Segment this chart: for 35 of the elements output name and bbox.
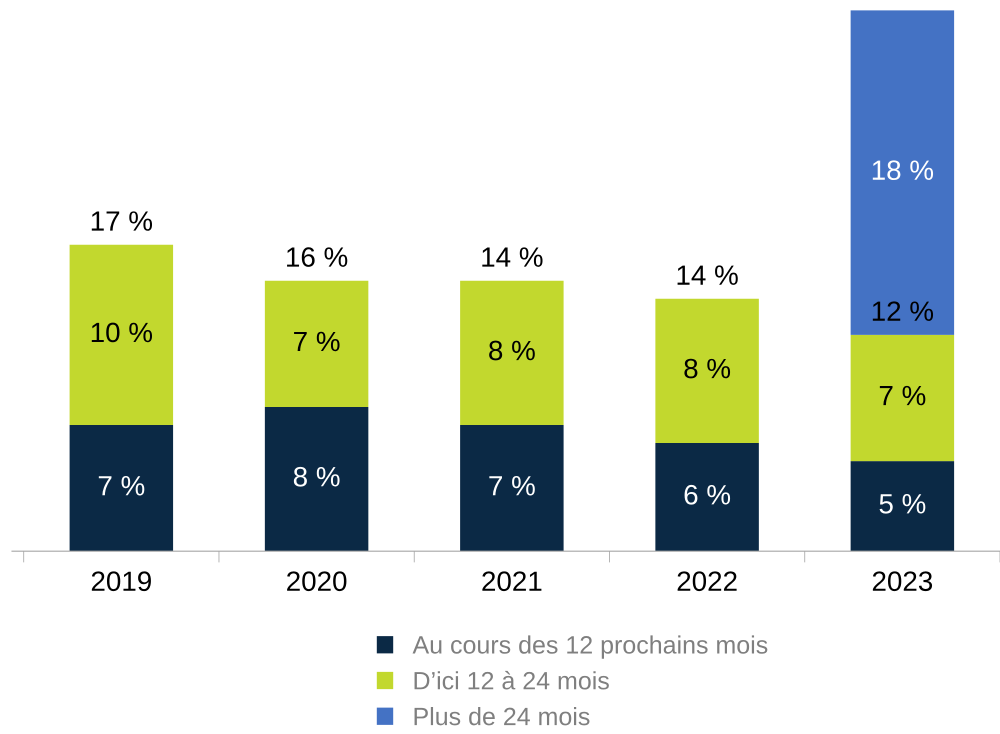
data-label: 7 % xyxy=(294,332,340,352)
bar xyxy=(850,334,954,462)
data-label: 6 % xyxy=(684,484,730,505)
total-label: 14 % xyxy=(678,265,738,285)
annotation: 12 % xyxy=(872,301,934,321)
bar xyxy=(850,10,954,335)
legend-label: Au cours des 12 prochains mois xyxy=(412,635,768,659)
x-tick-label: 2022 xyxy=(678,571,737,592)
data-label: 8 % xyxy=(684,358,730,378)
bar xyxy=(655,443,759,552)
total-label: 14 % xyxy=(482,247,543,267)
data-label: 8 % xyxy=(489,340,535,360)
bar xyxy=(70,244,174,426)
bar xyxy=(460,425,564,552)
bar xyxy=(70,425,174,552)
bar xyxy=(460,280,564,426)
total-label: 16 % xyxy=(287,247,348,267)
x-tick-label: 2021 xyxy=(482,571,542,592)
bar xyxy=(264,406,368,552)
bar xyxy=(850,461,954,552)
x-tick-label: 2020 xyxy=(287,571,346,592)
x-tick-label: 2019 xyxy=(92,571,151,592)
bar xyxy=(264,280,368,407)
bar xyxy=(655,298,759,444)
data-label: 7 % xyxy=(880,386,926,406)
total-label: 17 % xyxy=(92,211,152,231)
data-label: 5 % xyxy=(880,494,926,514)
legend-label: D’ici 12 à 24 mois xyxy=(414,670,609,690)
data-label: 8 % xyxy=(294,466,340,487)
x-tick-label: 2023 xyxy=(872,571,932,592)
data-label: 18 % xyxy=(872,160,934,180)
legend-label: Plus de 24 mois xyxy=(414,707,590,726)
data-label: 7 % xyxy=(98,476,144,496)
data-label: 10 % xyxy=(92,322,152,342)
data-label: 7 % xyxy=(489,476,535,496)
